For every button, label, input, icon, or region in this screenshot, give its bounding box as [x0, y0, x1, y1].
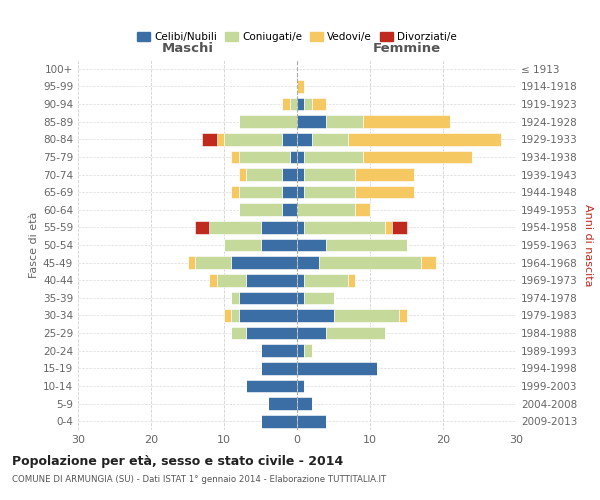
- Bar: [297, 168, 304, 181]
- Bar: [232, 150, 239, 163]
- Bar: [260, 415, 297, 428]
- Bar: [187, 256, 195, 269]
- Bar: [195, 221, 209, 234]
- Bar: [246, 327, 297, 340]
- Y-axis label: Anni di nascita: Anni di nascita: [583, 204, 593, 286]
- Bar: [260, 344, 297, 357]
- Bar: [319, 256, 421, 269]
- Bar: [348, 133, 502, 145]
- Bar: [232, 256, 297, 269]
- Bar: [297, 344, 304, 357]
- Legend: Celibi/Nubili, Coniugati/e, Vedovi/e, Divorziati/e: Celibi/Nubili, Coniugati/e, Vedovi/e, Di…: [133, 28, 461, 46]
- Bar: [232, 327, 246, 340]
- Bar: [297, 221, 304, 234]
- Text: Femmine: Femmine: [373, 42, 440, 54]
- Bar: [260, 362, 297, 374]
- Bar: [209, 221, 260, 234]
- Bar: [209, 274, 217, 286]
- Bar: [239, 309, 297, 322]
- Bar: [362, 150, 472, 163]
- Bar: [297, 80, 304, 93]
- Bar: [304, 186, 355, 198]
- Bar: [297, 98, 304, 110]
- Bar: [311, 133, 348, 145]
- Bar: [362, 116, 450, 128]
- Bar: [224, 238, 260, 252]
- Text: Popolazione per età, sesso e stato civile - 2014: Popolazione per età, sesso e stato civil…: [12, 455, 343, 468]
- Bar: [260, 221, 297, 234]
- Bar: [239, 204, 283, 216]
- Bar: [224, 133, 283, 145]
- Bar: [355, 168, 414, 181]
- Bar: [283, 168, 297, 181]
- Bar: [217, 274, 246, 286]
- Bar: [421, 256, 436, 269]
- Bar: [304, 292, 334, 304]
- Bar: [232, 309, 239, 322]
- Bar: [290, 98, 297, 110]
- Bar: [283, 186, 297, 198]
- Bar: [326, 327, 385, 340]
- Bar: [348, 274, 355, 286]
- Bar: [334, 309, 399, 322]
- Bar: [268, 397, 297, 410]
- Bar: [290, 150, 297, 163]
- Bar: [297, 309, 334, 322]
- Bar: [297, 204, 355, 216]
- Bar: [297, 292, 304, 304]
- Bar: [260, 238, 297, 252]
- Bar: [297, 380, 304, 392]
- Bar: [297, 362, 377, 374]
- Bar: [297, 186, 304, 198]
- Bar: [355, 204, 370, 216]
- Bar: [304, 221, 385, 234]
- Text: COMUNE DI ARMUNGIA (SU) - Dati ISTAT 1° gennaio 2014 - Elaborazione TUTTITALIA.I: COMUNE DI ARMUNGIA (SU) - Dati ISTAT 1° …: [12, 475, 386, 484]
- Bar: [283, 98, 290, 110]
- Bar: [297, 238, 326, 252]
- Bar: [399, 309, 407, 322]
- Bar: [304, 344, 311, 357]
- Bar: [326, 116, 362, 128]
- Bar: [304, 150, 362, 163]
- Bar: [297, 397, 311, 410]
- Bar: [239, 292, 297, 304]
- Bar: [283, 204, 297, 216]
- Bar: [239, 150, 290, 163]
- Bar: [297, 415, 326, 428]
- Bar: [232, 292, 239, 304]
- Bar: [232, 186, 239, 198]
- Bar: [304, 274, 348, 286]
- Bar: [311, 98, 326, 110]
- Bar: [224, 309, 232, 322]
- Bar: [326, 238, 407, 252]
- Bar: [297, 274, 304, 286]
- Bar: [239, 116, 297, 128]
- Bar: [304, 98, 311, 110]
- Bar: [297, 256, 319, 269]
- Bar: [246, 274, 297, 286]
- Bar: [239, 186, 283, 198]
- Bar: [297, 150, 304, 163]
- Y-axis label: Fasce di età: Fasce di età: [29, 212, 39, 278]
- Bar: [195, 256, 232, 269]
- Bar: [355, 186, 414, 198]
- Bar: [297, 327, 326, 340]
- Bar: [304, 168, 355, 181]
- Bar: [297, 133, 311, 145]
- Bar: [385, 221, 392, 234]
- Bar: [246, 380, 297, 392]
- Bar: [246, 168, 283, 181]
- Bar: [283, 133, 297, 145]
- Bar: [297, 116, 326, 128]
- Bar: [217, 133, 224, 145]
- Bar: [392, 221, 407, 234]
- Text: Maschi: Maschi: [161, 42, 214, 54]
- Bar: [239, 168, 246, 181]
- Bar: [202, 133, 217, 145]
